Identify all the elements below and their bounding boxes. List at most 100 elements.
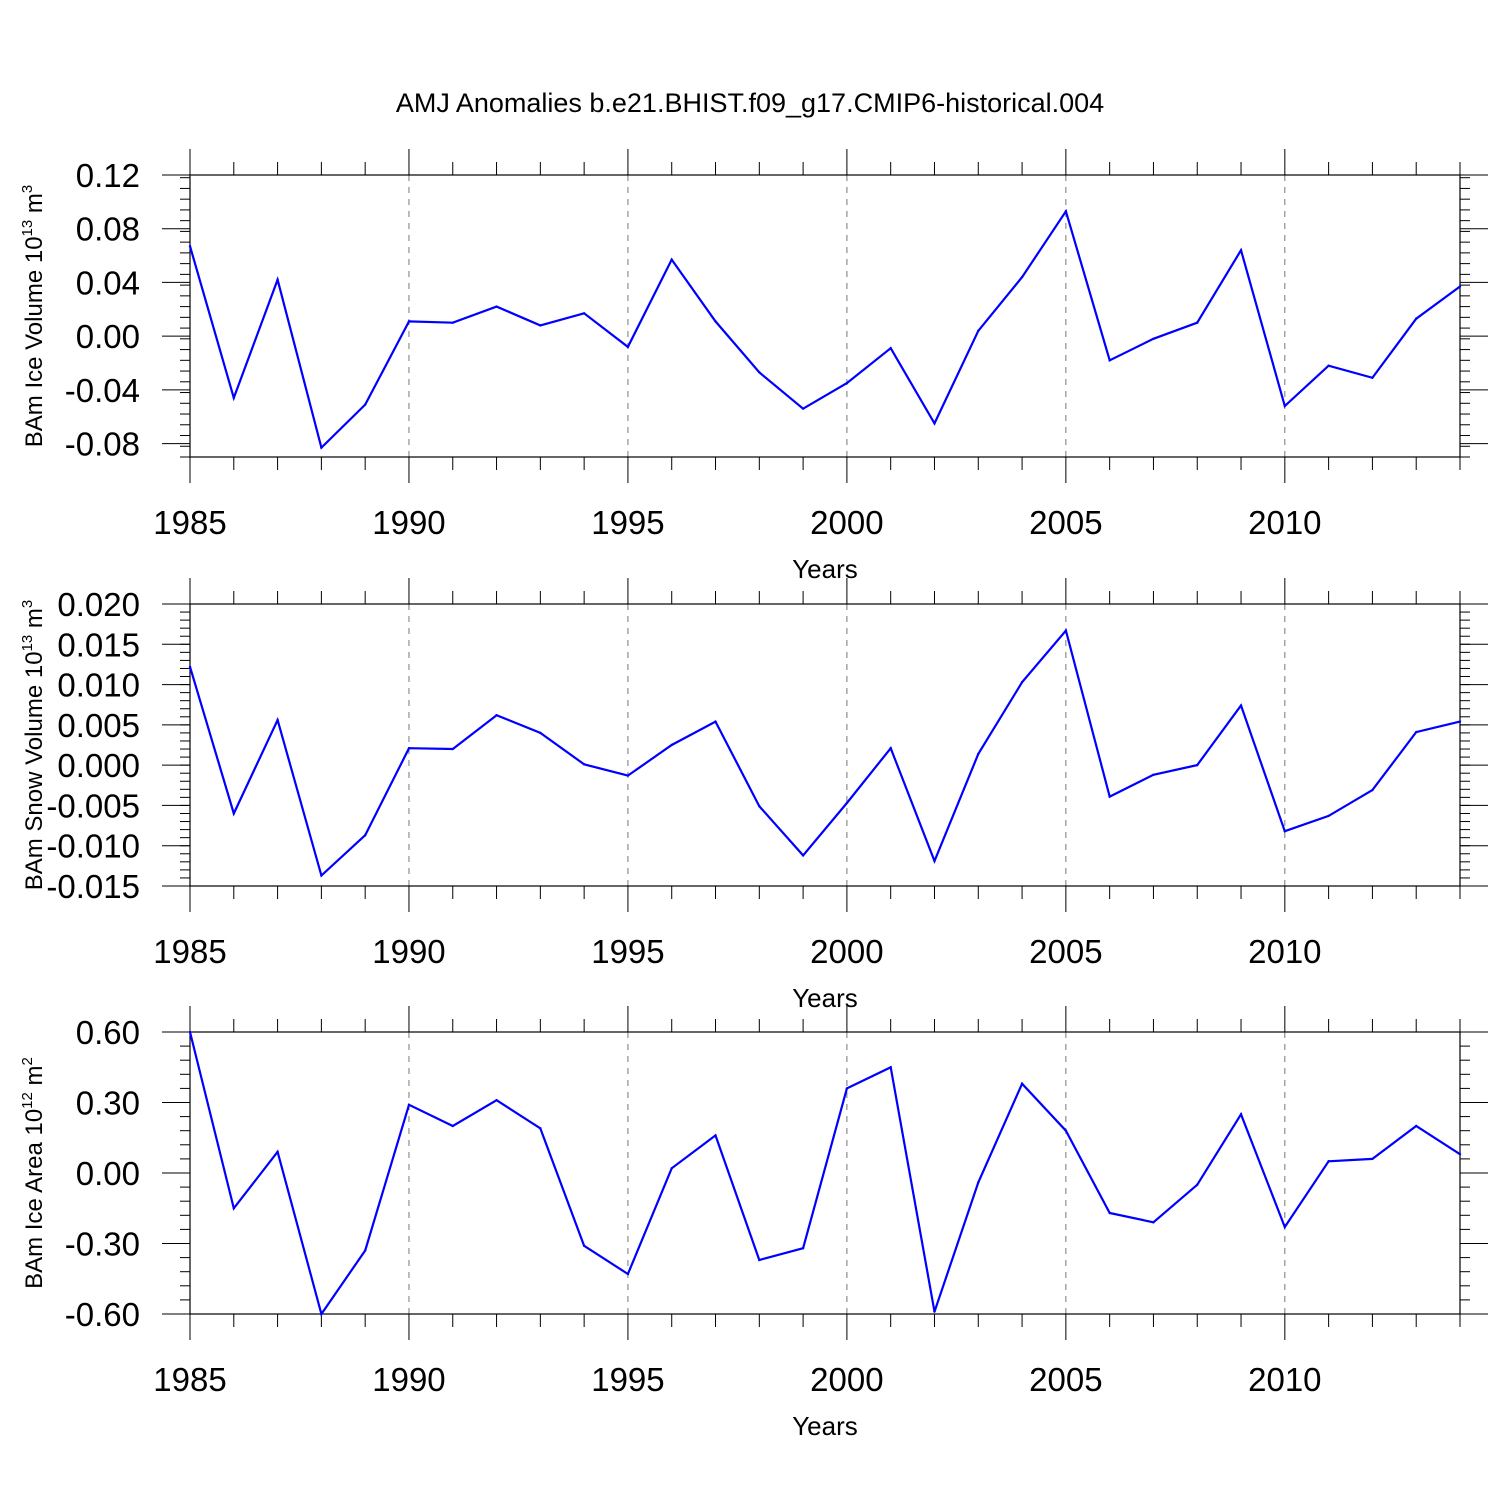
data-point — [451, 747, 454, 751]
data-point — [1415, 730, 1418, 734]
data-point — [539, 731, 542, 735]
y-axis-title-unit: m — [21, 193, 48, 220]
data-point — [670, 258, 673, 261]
data-point — [363, 403, 367, 406]
data-point — [626, 774, 630, 777]
data-point — [582, 1244, 586, 1248]
plot-frame — [189, 174, 1461, 458]
y-tick-label: 0.08 — [76, 211, 140, 248]
y-axis-title-unit-exponent: 3 — [19, 600, 36, 608]
data-point — [407, 1103, 411, 1107]
data-point — [539, 324, 542, 327]
data-point — [1327, 364, 1330, 367]
y-axis-title-text: BAm Ice Volume 10 — [21, 236, 48, 447]
data-point — [495, 713, 498, 717]
y-tick-label: -0.04 — [65, 372, 140, 409]
x-tick-label: 1990 — [372, 504, 445, 541]
panel-1: 1985 1990 1995 2000 2005 2010 Years 0.12 0.08 0.0… — [19, 149, 1488, 584]
data-point — [232, 396, 235, 400]
panel-3: 1985 1990 1995 2000 2005 2010 Years 0.60 0.30 0.0… — [19, 1006, 1488, 1441]
data-point — [977, 1181, 980, 1184]
data-point — [670, 1167, 673, 1170]
data-point — [495, 1098, 498, 1102]
y-tick-label: 0.60 — [76, 1014, 140, 1051]
data-point — [845, 801, 849, 805]
y-tick-label: 0.015 — [57, 626, 140, 663]
x-tick-label: 1985 — [153, 504, 226, 541]
data-point — [933, 1310, 936, 1313]
data-point — [1239, 704, 1243, 707]
data-point — [320, 874, 323, 877]
data-point — [1064, 1129, 1068, 1132]
data-point — [1020, 1082, 1024, 1085]
y-tick-label: -0.015 — [46, 868, 140, 905]
x-tick-label: 2010 — [1248, 1361, 1321, 1398]
x-tick-label: 1985 — [153, 1361, 226, 1398]
data-point — [188, 665, 192, 669]
data-point — [1283, 1225, 1287, 1229]
data-point — [1196, 763, 1199, 767]
y-axis-title-text: BAm Ice Area 10 — [21, 1109, 48, 1289]
data-point — [1152, 773, 1155, 777]
x-tick-label: 2010 — [1248, 504, 1321, 541]
data-point — [1371, 1157, 1374, 1161]
data-point — [363, 1249, 367, 1252]
data-point — [188, 1030, 192, 1034]
data-point — [1283, 404, 1287, 408]
data-point — [1327, 1160, 1330, 1163]
data-point — [1458, 720, 1462, 723]
data-point — [1020, 275, 1024, 279]
data-point — [670, 743, 673, 747]
y-axis-title: BAm Ice Volume 1013 m3 — [19, 185, 48, 447]
data-point — [1283, 830, 1287, 833]
data-point — [1196, 321, 1199, 324]
data-point — [1371, 788, 1374, 792]
data-point — [1196, 1183, 1199, 1186]
chart-title: AMJ Anomalies b.e21.BHIST.f09_g17.CMIP6-… — [396, 88, 1104, 118]
data-point — [276, 278, 279, 281]
y-tick-label: 0.12 — [76, 157, 140, 194]
data-point — [889, 1066, 892, 1069]
series-line — [188, 628, 1461, 878]
data-point — [889, 347, 892, 350]
data-point — [1152, 1221, 1155, 1224]
series-line — [188, 208, 1461, 450]
panels: 1985 1990 1995 2000 2005 2010 Years 0.12 0.08 0.0… — [19, 149, 1488, 1441]
data-point — [1458, 285, 1462, 288]
y-axis-title-exponent: 12 — [19, 1092, 36, 1109]
y-tick-label: 0.00 — [76, 1155, 140, 1192]
data-point — [1108, 795, 1111, 798]
y-axis-title-unit-exponent: 2 — [19, 1057, 36, 1065]
x-tick-label: 2005 — [1029, 504, 1102, 541]
x-tick-label: 1990 — [372, 933, 445, 970]
data-point — [1415, 1124, 1418, 1128]
data-point — [1020, 680, 1024, 684]
data-point — [933, 859, 936, 863]
x-tick-label: 1985 — [153, 933, 226, 970]
data-point — [626, 345, 630, 349]
data-point — [758, 1258, 761, 1262]
data-point — [1327, 814, 1330, 818]
x-tick-label: 2000 — [810, 933, 883, 970]
y-tick-label: 0.020 — [57, 586, 140, 623]
data-point — [1239, 249, 1243, 252]
data-point — [363, 834, 367, 837]
data-point — [758, 805, 761, 808]
x-tick-label: 1995 — [591, 1361, 664, 1398]
x-tick-label: 2000 — [810, 504, 883, 541]
y-tick-label: 0.04 — [76, 264, 140, 301]
y-axis-title-unit-exponent: 3 — [19, 185, 36, 193]
x-axis-title: Years — [792, 1411, 858, 1441]
y-tick-label: 0.005 — [57, 707, 140, 744]
y-axis-title-exponent: 13 — [19, 220, 36, 237]
x-tick-label: 1995 — [591, 933, 664, 970]
data-point — [232, 1207, 235, 1210]
x-tick-label: 1990 — [372, 1361, 445, 1398]
y-axis-title-text: BAm Snow Volume 10 — [21, 651, 48, 890]
y-tick-label: -0.08 — [65, 426, 140, 463]
data-point — [582, 763, 586, 766]
x-tick-label: 2005 — [1029, 933, 1102, 970]
data-point — [801, 854, 805, 857]
data-point — [320, 446, 323, 449]
